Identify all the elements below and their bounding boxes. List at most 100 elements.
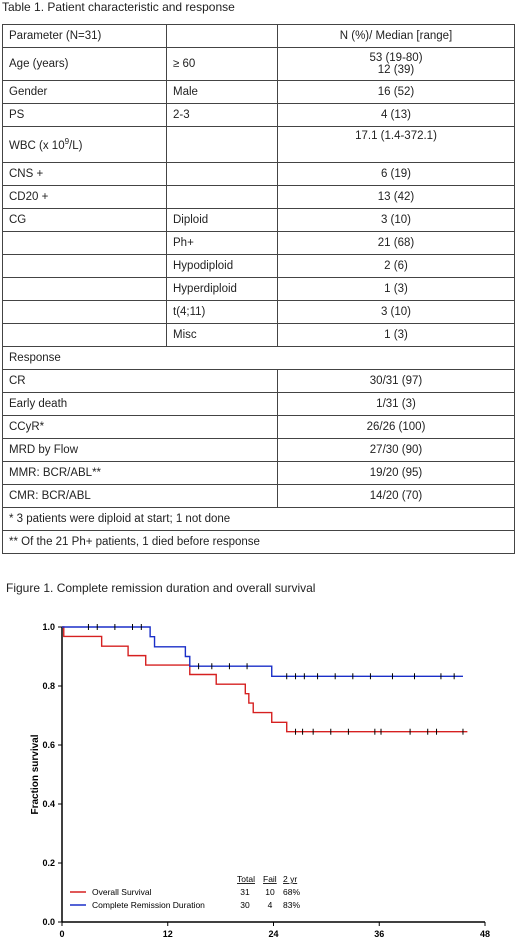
series-line	[62, 626, 468, 733]
row-label: CR	[2, 369, 278, 393]
table-row: Ph+ 21 (68)	[2, 231, 515, 255]
row-label: PS	[2, 103, 167, 127]
row-value: 3 (10)	[277, 208, 515, 232]
legend-header: Fail	[263, 874, 277, 884]
row-label: MMR: BCR/ABL**	[2, 461, 278, 485]
y-tick-label: 1.0	[42, 622, 55, 632]
header-parameter: Parameter (N=31)	[2, 24, 167, 48]
row-value: 13 (42)	[277, 185, 515, 209]
chart-axes: 0.00.20.40.60.81.0012243648MonthsFractio…	[30, 622, 490, 939]
legend-fail: 10	[265, 887, 275, 897]
table-row: Gender Male 16 (52)	[2, 80, 515, 104]
x-tick-label: 0	[59, 929, 64, 939]
row-sub: 2-3	[166, 103, 278, 127]
row-value: 30/31 (97)	[277, 369, 515, 393]
x-tick-label: 36	[374, 929, 384, 939]
y-tick-label: 0.2	[42, 858, 55, 868]
table-row: MRD by Flow 27/30 (90)	[2, 438, 515, 462]
legend-header: Total	[237, 874, 255, 884]
y-tick-label: 0.4	[42, 799, 55, 809]
wbc-label: WBC (x 10	[9, 139, 65, 152]
table-row: Misc 1 (3)	[2, 323, 515, 347]
table-section-row: Response	[2, 346, 515, 370]
row-label	[2, 277, 167, 301]
table-row: Hyperdiploid 1 (3)	[2, 277, 515, 301]
age-median: 53 (19-80)	[369, 52, 423, 64]
chart-series	[62, 624, 468, 735]
patient-table: Parameter (N=31) N (%)/ Median [range] A…	[2, 24, 515, 554]
row-sub	[166, 126, 278, 163]
footnote: * 3 patients were diploid at start; 1 no…	[2, 507, 515, 531]
table-row: WBC (x 109/L) 17.1 (1.4-372.1)	[2, 126, 515, 163]
table-row: Early death 1/31 (3)	[2, 392, 515, 416]
row-label	[2, 323, 167, 347]
row-label: CCyR*	[2, 415, 278, 439]
y-tick-label: 0.8	[42, 681, 55, 691]
row-value: 26/26 (100)	[277, 415, 515, 439]
table-footnote-row: ** Of the 21 Ph+ patients, 1 died before…	[2, 530, 515, 554]
row-label: Age (years)	[2, 47, 167, 81]
table-header-row: Parameter (N=31) N (%)/ Median [range]	[2, 24, 515, 48]
row-value: 1 (3)	[277, 323, 515, 347]
legend-total: 30	[240, 900, 250, 910]
row-sub: Hypodiploid	[166, 254, 278, 278]
legend-header: 2 yr	[283, 874, 297, 884]
table-row: CG Diploid 3 (10)	[2, 208, 515, 232]
row-value: 53 (19-80) 12 (39)	[277, 47, 515, 81]
row-label: CMR: BCR/ABL	[2, 484, 278, 508]
header-blank	[166, 24, 278, 48]
row-label: CG	[2, 208, 167, 232]
legend-series-name: Complete Remission Duration	[92, 900, 205, 910]
x-tick-label: 12	[163, 929, 173, 939]
header-value: N (%)/ Median [range]	[277, 24, 515, 48]
legend-two-yr: 83%	[283, 900, 300, 910]
wbc-label-end: /L)	[69, 139, 83, 152]
table-row: CNS + 6 (19)	[2, 162, 515, 186]
table-footnote-row: * 3 patients were diploid at start; 1 no…	[2, 507, 515, 531]
row-value: 19/20 (95)	[277, 461, 515, 485]
row-label: Early death	[2, 392, 278, 416]
row-sub: t(4;11)	[166, 300, 278, 324]
table-row: PS 2-3 4 (13)	[2, 103, 515, 127]
row-label: Gender	[2, 80, 167, 104]
table-row: CCyR* 26/26 (100)	[2, 415, 515, 439]
row-label	[2, 300, 167, 324]
response-section-label: Response	[2, 346, 515, 370]
row-sub	[166, 162, 278, 186]
wbc-sup: 9	[64, 137, 70, 147]
footnote: ** Of the 21 Ph+ patients, 1 died before…	[2, 530, 515, 554]
age-over-60: 12 (39)	[377, 64, 415, 76]
row-value: 16 (52)	[277, 80, 515, 104]
row-label	[2, 231, 167, 255]
row-label: MRD by Flow	[2, 438, 278, 462]
table-row: CMR: BCR/ABL 14/20 (70)	[2, 484, 515, 508]
series-line	[62, 626, 463, 677]
row-sub: Diploid	[166, 208, 278, 232]
row-value: 1 (3)	[277, 277, 515, 301]
row-value: 14/20 (70)	[277, 484, 515, 508]
row-sub: Misc	[166, 323, 278, 347]
row-sub: Male	[166, 80, 278, 104]
table-row: CD20 + 13 (42)	[2, 185, 515, 209]
table-row: MMR: BCR/ABL** 19/20 (95)	[2, 461, 515, 485]
row-label	[2, 254, 167, 278]
row-label: CD20 +	[2, 185, 167, 209]
row-value: 6 (19)	[277, 162, 515, 186]
row-value: 3 (10)	[277, 300, 515, 324]
row-label: WBC (x 109/L)	[2, 126, 167, 163]
row-value: 2 (6)	[277, 254, 515, 278]
row-value: 21 (68)	[277, 231, 515, 255]
y-tick-label: 0.0	[42, 917, 55, 927]
legend-two-yr: 68%	[283, 887, 300, 897]
table-row: t(4;11) 3 (10)	[2, 300, 515, 324]
row-sub	[166, 185, 278, 209]
row-label: CNS +	[2, 162, 167, 186]
y-axis-label: Fraction survival	[30, 734, 41, 814]
x-tick-label: 48	[480, 929, 490, 939]
x-tick-label: 24	[268, 929, 278, 939]
row-value: 4 (13)	[277, 103, 515, 127]
row-value: 1/31 (3)	[277, 392, 515, 416]
table-row: Age (years) ≥ 60 53 (19-80) 12 (39)	[2, 47, 515, 81]
table-row: CR 30/31 (97)	[2, 369, 515, 393]
row-value: 27/30 (90)	[277, 438, 515, 462]
